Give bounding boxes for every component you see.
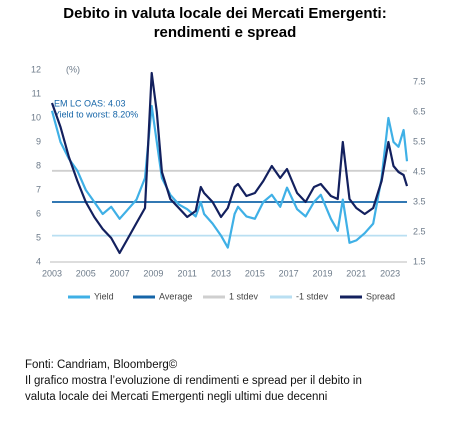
y-tick-label: 9 <box>36 136 41 146</box>
x-tick-label: 2007 <box>110 268 130 278</box>
y-tick-label: 11 <box>32 88 41 98</box>
legend-label: -1 stdev <box>296 291 329 301</box>
x-tick-label: 2009 <box>143 268 163 278</box>
annotation: Yield to worst: 8.20% <box>54 109 138 119</box>
y-tick-label: 4 <box>36 256 41 266</box>
caption: Il grafico mostra l’evoluzione di rendim… <box>25 375 362 387</box>
y2-tick-label: 4.5 <box>413 166 426 176</box>
series-line <box>50 104 409 249</box>
legend-label: Yield <box>94 291 114 301</box>
legend-label: 1 stdev <box>229 291 259 301</box>
y-unit: (%) <box>66 64 80 74</box>
x-tick-label: 2003 <box>42 268 62 278</box>
chart-subtitle: rendimenti e spread <box>154 24 297 41</box>
y-tick-label: 5 <box>36 232 41 242</box>
y-tick-label: 8 <box>36 160 41 170</box>
x-tick-label: 2017 <box>279 268 299 278</box>
y-tick-label: 12 <box>31 64 41 74</box>
chart-title: Debito in valuta locale dei Mercati Emer… <box>63 5 386 22</box>
y2-tick-label: 7.5 <box>413 76 426 86</box>
x-tick-label: 2019 <box>312 268 332 278</box>
y2-tick-label: 6.5 <box>413 106 426 116</box>
legend-label: Average <box>159 291 192 301</box>
x-tick-label: 2015 <box>245 268 265 278</box>
y-tick-label: 10 <box>31 112 41 122</box>
y2-tick-label: 1.5 <box>413 256 426 266</box>
y-tick-label: 7 <box>36 184 41 194</box>
x-tick-label: 2005 <box>76 268 96 278</box>
legend-label: Spread <box>366 291 395 301</box>
x-tick-label: 2021 <box>346 268 366 278</box>
annotation: EM LC OAS: 4.03 <box>54 98 126 108</box>
x-tick-label: 2023 <box>380 268 400 278</box>
x-tick-label: 2013 <box>211 268 231 278</box>
x-tick-label: 2011 <box>178 268 197 278</box>
y2-tick-label: 2.5 <box>413 226 426 236</box>
y2-tick-label: 5.5 <box>413 136 426 146</box>
source: Fonti: Candriam, Bloomberg© <box>25 359 178 371</box>
series-line <box>50 71 409 255</box>
caption: valuta locale dei Mercati Emergenti negl… <box>25 391 327 403</box>
y-tick-label: 6 <box>36 208 41 218</box>
y2-tick-label: 3.5 <box>413 196 426 206</box>
